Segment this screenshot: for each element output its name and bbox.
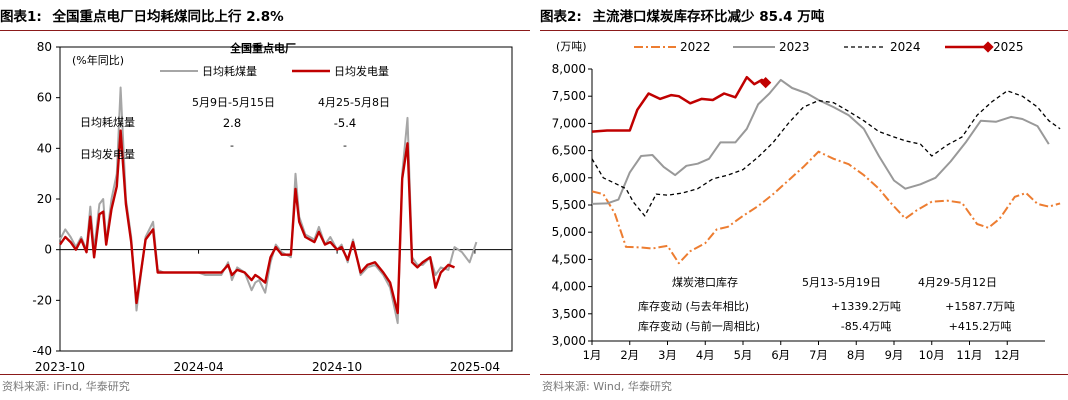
- left-ytick-label: -20: [32, 293, 52, 307]
- left-chart-title: 全国重点电厂: [229, 41, 296, 55]
- right-series-endmarker-2025: [759, 76, 772, 89]
- right-source: 资料来源: Wind, 华泰研究: [542, 380, 672, 393]
- right-annot-row2-a: -85.4万吨: [841, 320, 891, 333]
- left-title-rule: [0, 30, 530, 31]
- left-annot-header-b: 4月25-5月8日: [318, 96, 390, 109]
- left-legend-label-power: 日均发电量: [334, 64, 389, 78]
- left-xtick-label: 2025-04: [450, 360, 500, 374]
- left-annot-row2-a: -: [230, 139, 234, 152]
- right-annot-row2-label: 库存变动 (与前一周相比): [638, 319, 760, 333]
- right-xtick-label: 8月: [847, 348, 866, 362]
- right-ytick-label: 6,000: [552, 171, 586, 185]
- right-xtick-label: 9月: [885, 348, 904, 362]
- right-xtick-label: 11月: [956, 348, 982, 362]
- right-xtick-label: 7月: [809, 348, 828, 362]
- right-xtick-label: 1月: [583, 348, 602, 362]
- left-annot-row1-b: -5.4: [334, 116, 356, 130]
- left-series-line-0: [59, 86, 478, 325]
- right-ytick-label: 4,500: [552, 252, 586, 266]
- right-ytick-label: 7,500: [552, 89, 586, 103]
- left-series-line-1: [59, 129, 455, 315]
- left-annot-row2-label: 日均发电量: [80, 147, 135, 161]
- right-ytick-label: 3,000: [552, 334, 586, 348]
- right-figure-label: 图表2:: [540, 9, 582, 25]
- right-ytick-label: 4,000: [552, 280, 586, 294]
- left-xtick-label: 2024-10: [312, 360, 362, 374]
- left-annot-header-a: 5月9日-5月15日: [192, 96, 275, 109]
- right-ytick-label: 6,500: [552, 144, 586, 158]
- left-annot-row2-b: -: [343, 139, 347, 152]
- right-legend-label-2022: 2022: [680, 40, 711, 54]
- right-title-rule: [540, 30, 1068, 31]
- right-ytick-label: 5,500: [552, 198, 586, 212]
- right-annot-row1-b: +1587.7万吨: [945, 300, 1015, 313]
- left-figure-title-text: 全国重点电厂日均耗煤同比上行 2.8%: [52, 9, 284, 25]
- right-annot-row1-label: 库存变动 (与去年相比): [638, 299, 749, 313]
- left-chart: -40 -20 0 20 40 60 80 2023-10 2024-04 2024-10 2025…: [32, 40, 513, 374]
- right-xtick-label: 10月: [919, 348, 945, 362]
- right-chart: 3,000 3,500 4,000 4,500 5,000 5,500 6,000 6,500…: [552, 40, 1061, 362]
- right-figure-title-text: 主流港口煤炭库存环比减少 85.4 万吨: [592, 9, 825, 25]
- left-figure: 图表1: 全国重点电厂日均耗煤同比上行 2.8% -40 -20 0 20 40 60 80…: [0, 0, 530, 400]
- left-figure-title: 图表1: 全国重点电厂日均耗煤同比上行 2.8%: [0, 6, 530, 28]
- right-annot-row2-b: +415.2万吨: [949, 320, 1012, 333]
- right-xtick-label: 2月: [620, 348, 639, 362]
- left-figure-label: 图表1:: [0, 9, 42, 25]
- left-source: 资料来源: iFind, 华泰研究: [2, 380, 130, 393]
- right-legend-label-2024: 2024: [890, 40, 921, 54]
- right-xtick-label: 6月: [771, 348, 790, 362]
- right-ylabel: (万吨): [556, 40, 587, 53]
- right-xtick-label: 5月: [734, 348, 753, 362]
- left-annot-row1-label: 日均耗煤量: [80, 116, 135, 129]
- right-xtick-label: 4月: [696, 348, 715, 362]
- left-ytick-label: 20: [37, 192, 52, 206]
- left-source-rule: [0, 374, 530, 375]
- right-series-line-2023: [591, 78, 1050, 205]
- right-ytick-label: 3,500: [552, 307, 586, 321]
- right-annot-row0-label: 煤炭港口库存: [672, 275, 738, 289]
- left-plot-frame: [59, 46, 513, 352]
- right-ytick-label: 8,000: [552, 62, 586, 76]
- right-annot-row1-a: +1339.2万吨: [831, 300, 901, 313]
- right-figure: 图表2: 主流港口煤炭库存环比减少 85.4 万吨 3,000 3,500 4,00…: [540, 0, 1068, 400]
- left-annot-row1-a: 2.8: [223, 116, 241, 130]
- right-legend-label-2023: 2023: [779, 40, 810, 54]
- right-series-line-2024: [591, 90, 1061, 217]
- left-ytick-label: 0: [44, 243, 52, 257]
- right-series-line-2022: [591, 150, 1061, 265]
- right-annot-header-a: 5月13-5月19日: [802, 276, 881, 289]
- right-xtick-label: 3月: [658, 348, 677, 362]
- left-ytick-label: 40: [37, 141, 52, 155]
- left-ytick-label: 60: [37, 91, 52, 105]
- right-annot-header-b: 4月29-5月12日: [918, 276, 997, 289]
- left-legend-label-coal: 日均耗煤量: [202, 65, 257, 78]
- right-legend-marker-2025: [982, 41, 994, 53]
- right-xtick-label: 12月: [994, 348, 1020, 362]
- right-ytick-label: 5,000: [552, 225, 586, 239]
- left-ytick-label: 80: [37, 40, 52, 54]
- right-ytick-label: 7,000: [552, 116, 586, 130]
- right-source-rule: [540, 374, 1068, 375]
- right-figure-title: 图表2: 主流港口煤炭库存环比减少 85.4 万吨: [540, 6, 1068, 28]
- left-xtick-label: 2024-04: [173, 360, 223, 374]
- left-ylabel: (%年同比): [72, 53, 124, 67]
- left-xtick-label: 2023-10: [35, 360, 85, 374]
- left-ytick-label: -40: [32, 344, 52, 358]
- right-legend-label-2025: 2025: [993, 40, 1024, 54]
- right-series-line-2025: [591, 75, 767, 133]
